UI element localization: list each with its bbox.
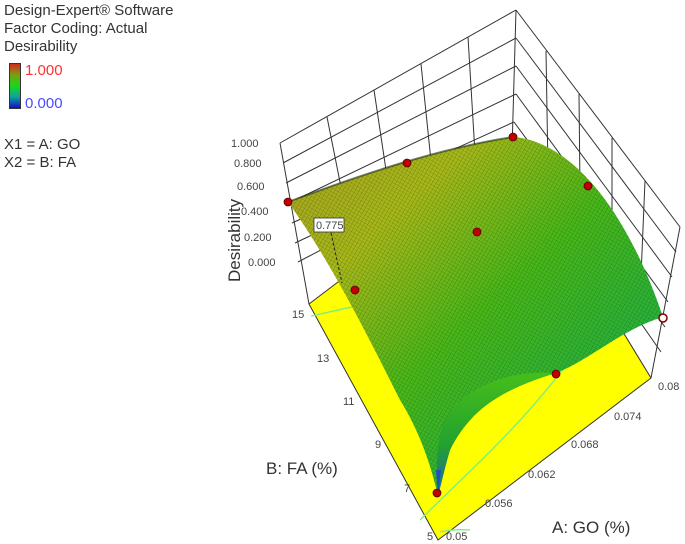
design-points <box>283 132 593 498</box>
design-point-open <box>658 313 668 323</box>
z-axis: 1.000 0.800 0.600 0.400 0.200 0.000 Desi… <box>225 138 276 282</box>
factor-coding: Factor Coding: Actual <box>4 20 148 37</box>
svg-text:13: 13 <box>317 353 329 365</box>
svg-text:0.062: 0.062 <box>528 469 556 481</box>
colorbar <box>9 63 21 109</box>
response-name: Desirability <box>4 38 78 55</box>
svg-text:0.074: 0.074 <box>614 411 642 423</box>
software-name: Design-Expert® Software <box>4 2 174 19</box>
a-axis: 0.05 0.056 0.062 0.068 0.074 0.08 A: GO … <box>446 381 679 543</box>
svg-text:0.05: 0.05 <box>446 531 467 543</box>
svg-text:0.800: 0.800 <box>234 158 262 170</box>
svg-text:9: 9 <box>375 439 381 451</box>
b-axis-label: B: FA (%) <box>266 459 338 478</box>
svg-text:1.000: 1.000 <box>231 138 259 150</box>
svg-text:0.200: 0.200 <box>244 232 272 244</box>
flag-label: 0.775 <box>316 220 344 232</box>
svg-text:0.056: 0.056 <box>485 498 513 510</box>
value-flag: 0.775 <box>313 217 345 284</box>
colorbar-min-label: 0.000 <box>25 95 63 112</box>
legend: Design-Expert® Software Factor Coding: A… <box>4 2 173 56</box>
svg-text:7: 7 <box>404 483 410 495</box>
response-surface <box>287 136 663 495</box>
svg-text:5: 5 <box>427 531 433 543</box>
svg-text:0.08: 0.08 <box>658 381 679 393</box>
factor-x2: X2 = B: FA <box>4 154 77 171</box>
factor-x1: X1 = A: GO <box>4 136 81 153</box>
svg-text:0.068: 0.068 <box>571 439 599 451</box>
colorbar-max-label: 1.000 <box>25 62 63 79</box>
factor-list: X1 = A: GO X2 = B: FA <box>4 136 80 172</box>
b-axis: 15 13 11 9 7 5 B: FA (%) <box>266 309 433 543</box>
svg-text:0.000: 0.000 <box>248 257 276 269</box>
svg-text:11: 11 <box>343 396 354 408</box>
svg-text:0.600: 0.600 <box>237 181 265 193</box>
z-axis-label: Desirability <box>225 198 244 282</box>
svg-text:0.400: 0.400 <box>241 206 269 218</box>
a-axis-label: A: GO (%) <box>552 518 630 537</box>
svg-text:15: 15 <box>292 309 304 321</box>
